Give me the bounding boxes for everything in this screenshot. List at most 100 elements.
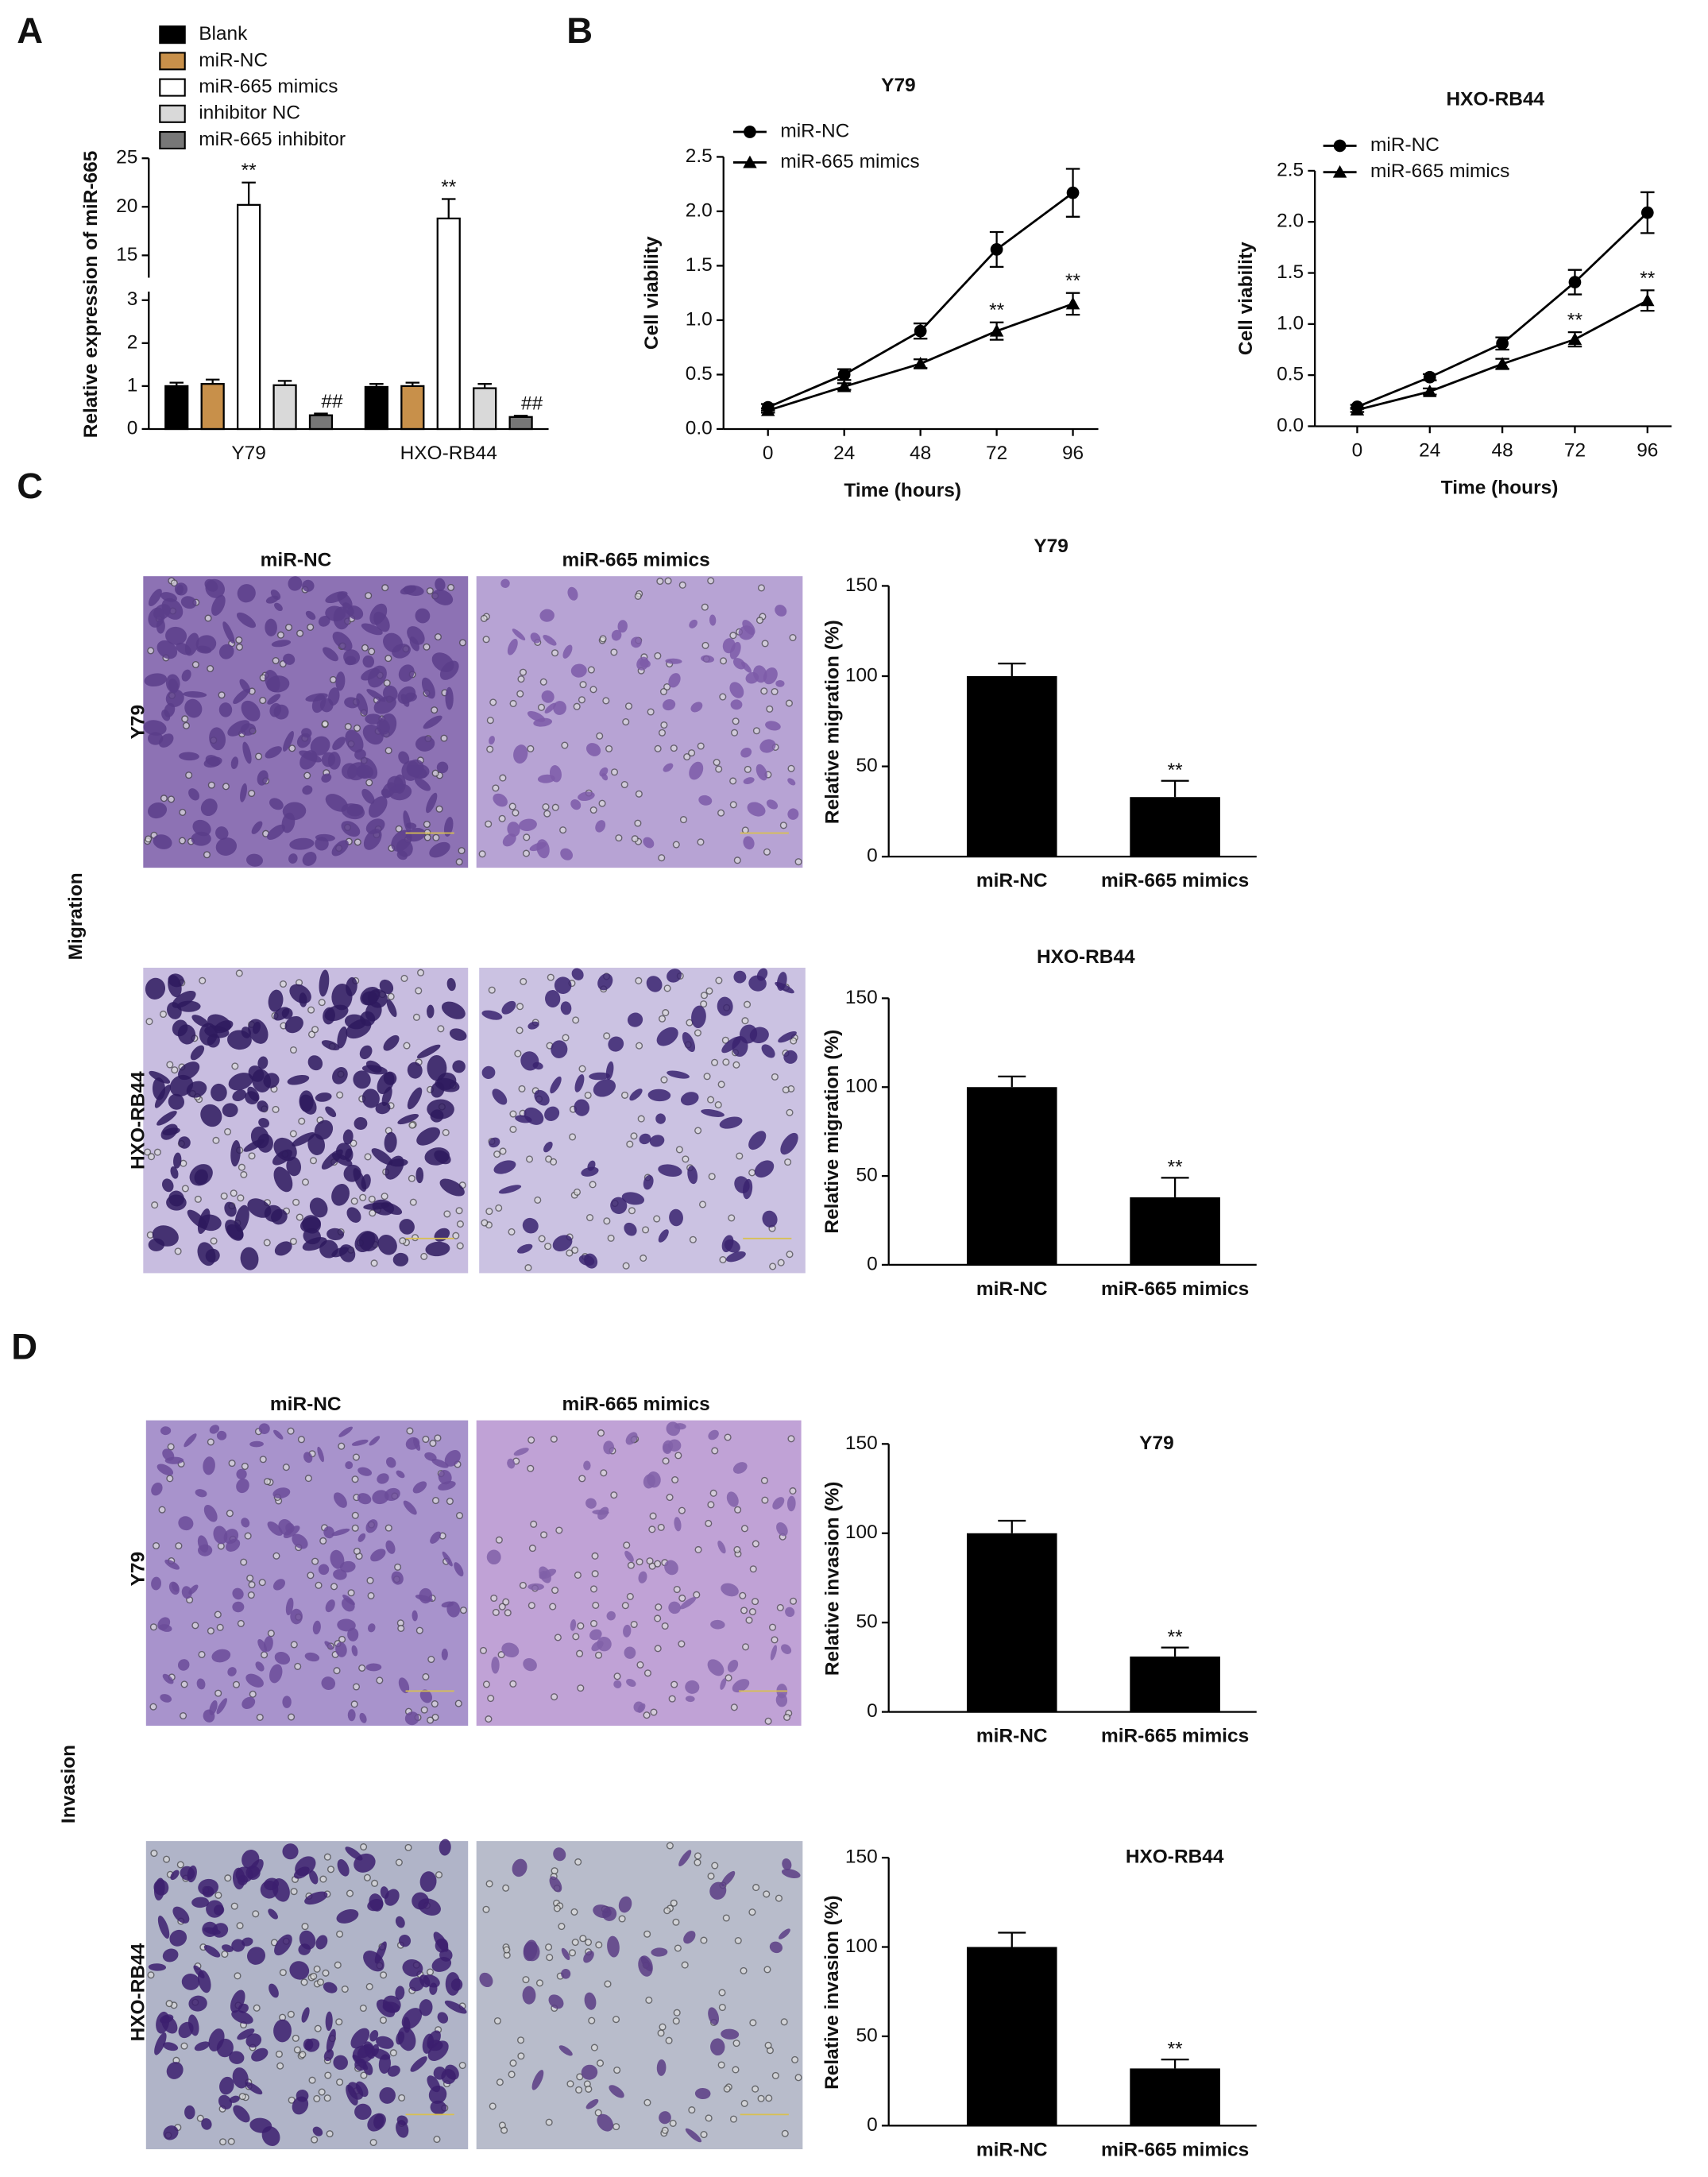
pore xyxy=(561,741,569,749)
pore xyxy=(249,1690,257,1698)
cell xyxy=(432,589,454,605)
pore xyxy=(180,1711,187,1720)
pore xyxy=(296,1213,303,1221)
pore xyxy=(307,1006,315,1014)
pore xyxy=(489,698,497,706)
cell xyxy=(502,833,516,847)
pore xyxy=(661,2126,669,2134)
pore xyxy=(571,1939,579,1947)
pore xyxy=(586,1213,594,1222)
y-tick-label: 0 xyxy=(867,1253,878,1274)
cell xyxy=(778,1030,797,1043)
cell xyxy=(251,2047,269,2062)
pore xyxy=(308,2076,316,2084)
pore xyxy=(316,1978,325,1986)
y-tick-label: 0.0 xyxy=(686,417,713,439)
cell xyxy=(571,968,584,980)
pore xyxy=(518,1085,526,1092)
cell xyxy=(341,1598,355,1612)
marker xyxy=(913,357,928,369)
pore xyxy=(719,693,727,701)
cell xyxy=(595,820,606,833)
pore xyxy=(381,584,389,592)
pore xyxy=(678,1594,686,1603)
cell xyxy=(338,1244,356,1263)
cell xyxy=(567,586,578,601)
cell xyxy=(310,736,330,756)
cell xyxy=(523,1657,537,1672)
x-tick-label: 0 xyxy=(1352,439,1363,461)
pore xyxy=(728,1214,736,1222)
pore xyxy=(663,1907,671,1915)
y-axis-label: Cell viability xyxy=(641,236,663,350)
pore xyxy=(488,986,496,994)
cell xyxy=(236,1478,249,1494)
cell xyxy=(724,1239,740,1253)
cell xyxy=(274,1934,292,1956)
legend-label: Blank xyxy=(199,23,248,44)
pore xyxy=(780,2018,788,2026)
cell xyxy=(257,770,269,786)
pore xyxy=(455,858,463,866)
cell xyxy=(285,1522,295,1533)
cell xyxy=(685,2128,702,2143)
cell xyxy=(274,1241,292,1256)
cell xyxy=(203,1945,221,1958)
pore xyxy=(569,1133,577,1141)
pore xyxy=(318,2088,326,2096)
cell xyxy=(242,741,252,764)
pore xyxy=(282,1464,290,1471)
pore xyxy=(777,1259,785,1266)
cell xyxy=(397,1113,419,1125)
cell xyxy=(610,1197,628,1214)
pore xyxy=(292,2034,299,2042)
marker xyxy=(1640,293,1655,307)
pore xyxy=(288,744,296,752)
cell xyxy=(229,2095,240,2103)
pore xyxy=(153,1541,160,1550)
chart-title: HXO-RB44 xyxy=(1126,1846,1224,1868)
cell xyxy=(172,1019,188,1037)
cell xyxy=(283,731,294,752)
pore xyxy=(547,973,555,981)
legend-swatch xyxy=(159,104,186,123)
pore xyxy=(363,1873,371,1881)
cell xyxy=(196,1678,206,1690)
pore xyxy=(307,1030,316,1038)
pore xyxy=(757,584,766,592)
pore xyxy=(763,1890,771,1898)
cell xyxy=(181,1586,192,1599)
cell xyxy=(305,610,316,621)
cell xyxy=(561,1947,570,1961)
pore xyxy=(322,1969,330,1977)
pore xyxy=(700,992,708,1000)
legend-label: miR-665 mimics xyxy=(780,151,919,172)
pore xyxy=(248,1580,256,1589)
y-tick-label: 100 xyxy=(845,1935,878,1957)
y-tick-label: 100 xyxy=(845,1076,878,1097)
cell xyxy=(658,1164,682,1177)
y-tick-label: 15 xyxy=(116,244,137,265)
column-header: miR-665 mimics xyxy=(562,1394,710,1415)
pore xyxy=(324,2071,332,2079)
cell xyxy=(365,1519,378,1533)
cell xyxy=(304,2038,320,2052)
pore xyxy=(364,1153,372,1161)
pore xyxy=(175,1542,183,1550)
pore xyxy=(546,1954,554,1962)
pore xyxy=(222,783,230,791)
cell xyxy=(226,1538,241,1552)
cell xyxy=(327,1228,345,1240)
cell xyxy=(608,1036,624,1052)
x-tick-label: 24 xyxy=(833,443,855,464)
cell xyxy=(214,1020,234,1034)
cell xyxy=(332,1067,348,1085)
cell xyxy=(551,1040,568,1058)
cell xyxy=(215,826,229,841)
pore xyxy=(431,769,439,777)
pore xyxy=(662,1457,670,1465)
cell xyxy=(195,1489,207,1498)
pore xyxy=(681,1961,689,1969)
cell xyxy=(282,1696,292,1708)
cell xyxy=(419,1999,433,2017)
